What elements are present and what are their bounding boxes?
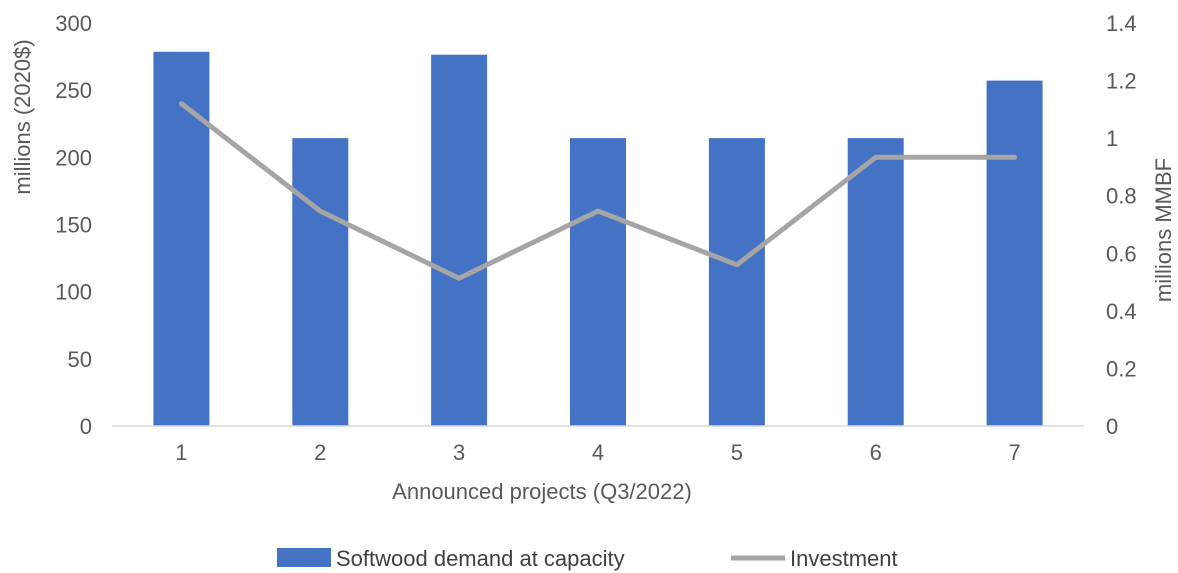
- bar-1: [153, 51, 210, 427]
- x-axis: 1 2 3 4 5 6 7: [175, 440, 1020, 465]
- y-axis-right: 0 0.2 0.4 0.6 0.8 1 1.2 1.4: [1106, 11, 1137, 439]
- y-tick-label: 50: [68, 347, 92, 372]
- legend-label-softwood: Softwood demand at capacity: [336, 546, 625, 571]
- legend: Softwood demand at capacity Investment: [277, 546, 898, 571]
- bar-4: [570, 138, 626, 426]
- x-tick-label: 5: [731, 440, 743, 465]
- bar-5: [708, 138, 765, 426]
- legend-swatch-softwood: [277, 548, 331, 567]
- y2-axis-title: millions MMBF: [1151, 158, 1176, 302]
- bar-2: [292, 138, 349, 426]
- y2-tick-label: 0.4: [1106, 299, 1137, 324]
- y-tick-label: 150: [55, 213, 92, 238]
- x-axis-title: Announced projects (Q3/2022): [392, 479, 692, 504]
- x-tick-label: 3: [453, 440, 465, 465]
- x-tick-label: 6: [870, 440, 882, 465]
- y2-tick-label: 0: [1106, 414, 1118, 439]
- y-tick-label: 100: [55, 280, 92, 305]
- y-tick-label: 250: [55, 78, 92, 103]
- bar-series: [153, 51, 1043, 427]
- y-axis-left: 0 50 100 150 200 250 300: [55, 11, 92, 439]
- x-tick-label: 4: [592, 440, 604, 465]
- y-tick-label: 0: [80, 414, 92, 439]
- y-tick-label: 200: [55, 145, 92, 170]
- y2-tick-label: 1: [1106, 126, 1118, 151]
- y2-tick-label: 1.4: [1106, 11, 1137, 36]
- y-axis-title: millions (2020$): [10, 39, 35, 194]
- investment-line: [178, 101, 1018, 281]
- legend-label-investment: Investment: [790, 546, 898, 571]
- x-tick-label: 2: [314, 440, 326, 465]
- x-tick-label: 1: [175, 440, 187, 465]
- y2-tick-label: 0.2: [1106, 356, 1137, 381]
- y2-tick-label: 1.2: [1106, 69, 1137, 94]
- bar-3: [431, 54, 488, 426]
- bar-6: [847, 138, 904, 426]
- y-tick-label: 300: [55, 11, 92, 36]
- y2-tick-label: 0.6: [1106, 241, 1137, 266]
- x-tick-label: 7: [1008, 440, 1020, 465]
- y2-tick-label: 0.8: [1106, 184, 1137, 209]
- bar-7: [986, 80, 1043, 426]
